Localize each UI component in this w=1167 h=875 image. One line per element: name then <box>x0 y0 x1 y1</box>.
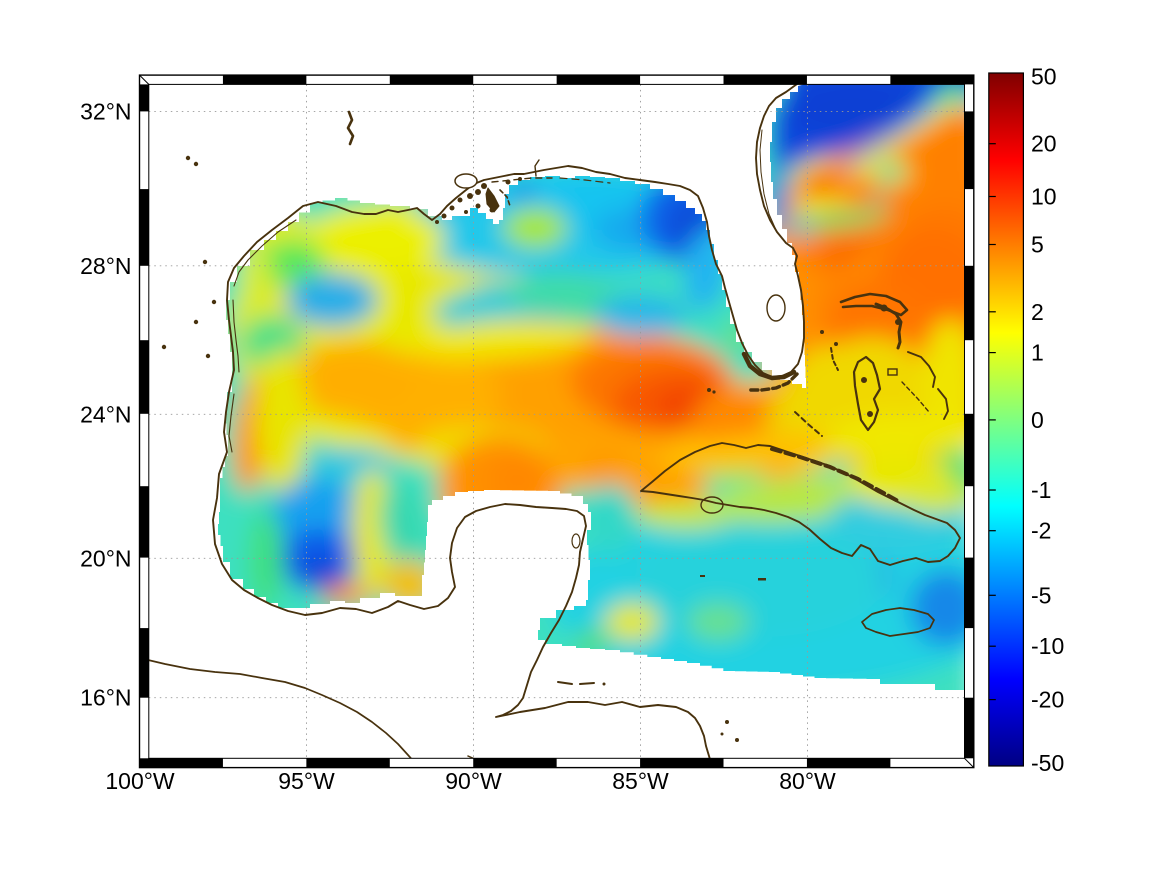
svg-text:-1: -1 <box>1031 477 1051 503</box>
svg-text:20°N: 20°N <box>80 545 131 571</box>
svg-text:20: 20 <box>1031 131 1057 157</box>
svg-text:10: 10 <box>1031 184 1057 210</box>
svg-text:32°N: 32°N <box>80 98 131 124</box>
svg-text:-2: -2 <box>1031 518 1051 544</box>
svg-text:-50: -50 <box>1031 750 1064 776</box>
svg-text:0: 0 <box>1031 407 1044 433</box>
svg-text:24°N: 24°N <box>80 401 131 427</box>
svg-text:-20: -20 <box>1031 687 1064 713</box>
svg-text:5: 5 <box>1031 232 1044 258</box>
svg-text:80°W: 80°W <box>779 768 836 794</box>
svg-text:85°W: 85°W <box>612 768 669 794</box>
svg-text:100°W: 100°W <box>105 768 175 794</box>
svg-text:16°N: 16°N <box>80 685 131 711</box>
svg-text:1: 1 <box>1031 340 1044 366</box>
svg-text:90°W: 90°W <box>445 768 502 794</box>
svg-text:50: 50 <box>1031 64 1057 90</box>
svg-text:-10: -10 <box>1031 633 1064 659</box>
svg-text:2: 2 <box>1031 299 1044 325</box>
svg-text:-5: -5 <box>1031 582 1051 608</box>
svg-text:28°N: 28°N <box>80 253 131 279</box>
svg-text:95°W: 95°W <box>278 768 335 794</box>
